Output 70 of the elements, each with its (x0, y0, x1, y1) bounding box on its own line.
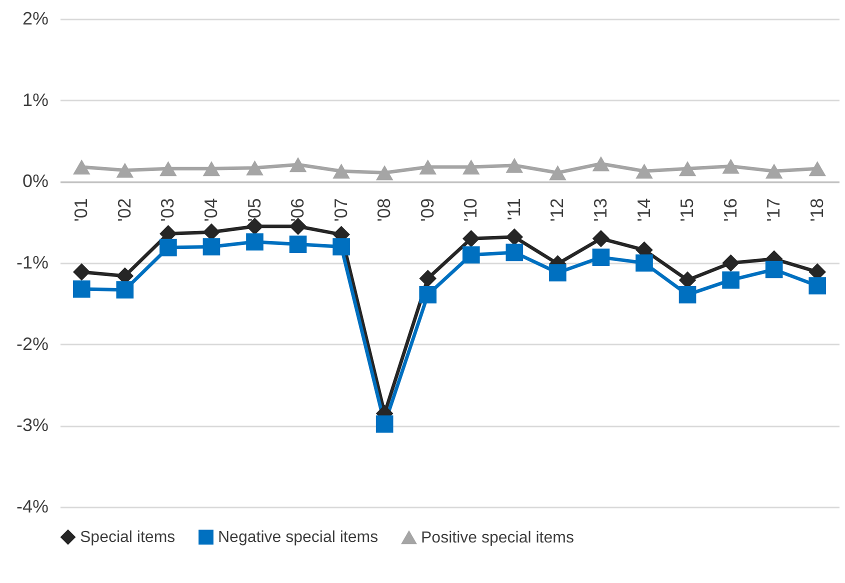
point (289, 157, 307, 172)
point (722, 254, 740, 272)
point (636, 254, 653, 272)
point (116, 162, 134, 178)
y-tick-label: 2% (22, 8, 48, 28)
point (722, 158, 740, 174)
x-tick-label: '16 (720, 198, 740, 222)
legend-label: Negative special items (218, 529, 378, 546)
point (116, 281, 134, 298)
point (246, 160, 264, 176)
point (808, 277, 826, 294)
point (462, 246, 480, 264)
x-tick-label: '01 (71, 198, 92, 222)
point (808, 161, 826, 176)
point (549, 264, 566, 282)
point (202, 161, 220, 176)
x-tick-label: '09 (417, 198, 438, 222)
point (592, 230, 610, 248)
point (332, 238, 350, 256)
legend-label: Positive special items (421, 530, 574, 547)
point (246, 233, 264, 251)
y-tick-label: -2% (16, 334, 48, 354)
x-tick-label: '10 (460, 198, 481, 222)
point (332, 164, 350, 179)
point (506, 158, 524, 173)
point (765, 164, 783, 179)
point (722, 271, 740, 289)
point (376, 415, 394, 433)
x-tick-label: '17 (764, 198, 784, 222)
legend-label: Special items (80, 529, 176, 546)
point (636, 164, 653, 179)
x-tick-label: '15 (677, 198, 698, 222)
y-tick-label: 0% (22, 171, 48, 192)
point (72, 280, 90, 298)
point (419, 286, 437, 304)
x-tick-label: '06 (288, 198, 308, 222)
point (419, 270, 437, 288)
x-tick-label: '03 (158, 198, 178, 222)
point (160, 161, 177, 176)
y-tick-label: -4% (16, 496, 48, 516)
point (72, 263, 90, 281)
point (160, 238, 177, 256)
x-tick-label: '08 (374, 198, 394, 222)
point (72, 160, 90, 175)
point (202, 238, 220, 256)
point (462, 160, 480, 175)
point (289, 236, 307, 253)
x-tick-label: '07 (330, 198, 351, 222)
point (506, 228, 524, 246)
x-tick-label: '11 (504, 198, 524, 220)
y-tick-label: -1% (16, 252, 48, 272)
point (376, 165, 394, 180)
y-tick-label: 1% (22, 90, 48, 110)
point (419, 160, 437, 175)
y-tick-label: -3% (16, 415, 48, 436)
point (765, 260, 783, 278)
x-tick-label: '12 (547, 198, 568, 222)
x-tick-label: '04 (200, 198, 221, 222)
point (592, 156, 610, 172)
x-tick-label: '18 (806, 198, 827, 222)
point (592, 248, 610, 266)
point (549, 165, 566, 180)
point (462, 230, 480, 248)
point (506, 244, 524, 262)
point (678, 161, 696, 176)
x-tick-label: '13 (590, 198, 610, 222)
x-tick-label: '02 (114, 198, 134, 222)
x-tick-label: '14 (634, 198, 654, 222)
x-tick-label: '05 (244, 198, 264, 222)
point (678, 286, 696, 304)
